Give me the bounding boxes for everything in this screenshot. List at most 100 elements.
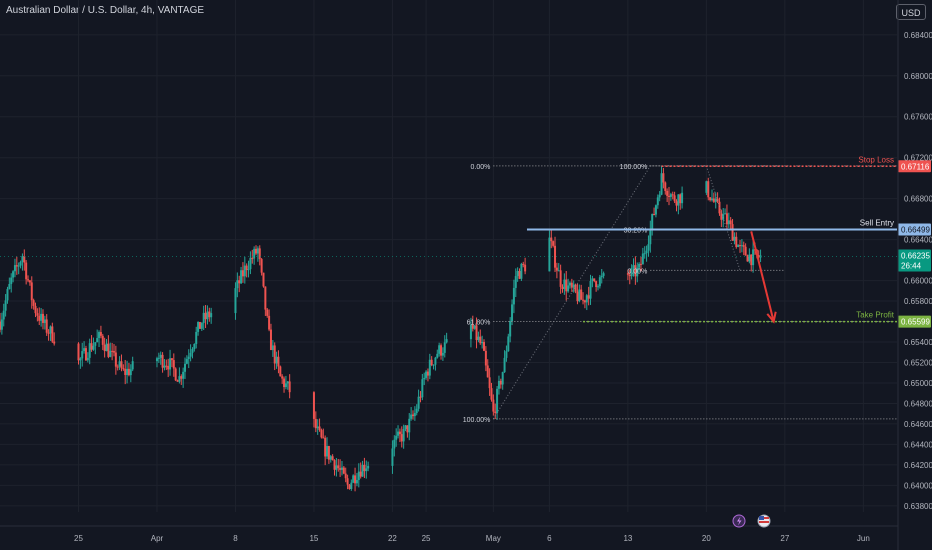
candle-body [107, 343, 110, 357]
candle-body [178, 376, 181, 382]
candle-body [161, 354, 164, 368]
candle-body [126, 368, 129, 375]
candle-body [40, 313, 43, 321]
candle-body [426, 371, 429, 376]
candle-body [488, 377, 491, 389]
fib-trend-line[interactable] [492, 165, 651, 420]
candle-body [189, 352, 192, 357]
candle-body [752, 249, 755, 266]
candle-body [118, 361, 121, 367]
candle-body [636, 267, 639, 277]
price-tag-value: 0.67116 [901, 162, 930, 171]
us-flag-event-icon[interactable] [757, 514, 771, 528]
chart-symbol-title: Australian Dollar / U.S. Dollar, 4h, VAN… [6, 5, 205, 16]
level-label-take-profit: Take Profit [856, 311, 895, 320]
candle-body [441, 352, 444, 356]
candle-body [647, 244, 650, 251]
currency-button[interactable]: USD [896, 4, 926, 20]
x-tick-label: 27 [780, 534, 789, 543]
candle-body [735, 236, 738, 247]
candle-body [249, 257, 252, 270]
candle-body [28, 280, 31, 283]
candle-body [4, 300, 7, 311]
candle-body [750, 254, 753, 266]
candle-body [329, 456, 332, 460]
candle-body [312, 392, 315, 419]
candle-body [436, 353, 439, 358]
candle-body [479, 336, 482, 344]
candle-body [639, 263, 642, 265]
candle-body [578, 289, 581, 302]
x-tick-label: 20 [702, 534, 711, 543]
candle-body [626, 273, 629, 275]
candle-body [279, 366, 282, 377]
candle-body [191, 349, 194, 353]
y-tick-label: 0.64400 [904, 440, 932, 449]
candle-body [681, 192, 684, 204]
x-tick-label: 13 [623, 534, 632, 543]
candle-body [155, 358, 158, 362]
candle-body [17, 265, 20, 267]
candle-body [656, 197, 659, 206]
candle-body [664, 182, 667, 191]
candle-body [421, 379, 424, 398]
candle-body [725, 213, 728, 225]
candle-body [122, 368, 125, 370]
candle-body [757, 255, 760, 258]
candle-body [499, 380, 502, 385]
candle-body [182, 371, 185, 379]
candle-body [45, 319, 48, 333]
fib-level-label: 100.00% [620, 164, 648, 171]
candle-body [206, 311, 209, 320]
candle-body [318, 426, 321, 431]
candle-body [30, 282, 33, 301]
candle-body [204, 312, 207, 320]
candle-body [729, 220, 732, 225]
candle-body [471, 324, 474, 329]
candle-body [669, 194, 672, 197]
candle-body [600, 275, 603, 278]
candle-body [520, 263, 523, 279]
candle-body [88, 343, 91, 358]
fib-trend-line[interactable] [705, 165, 741, 271]
candle-body [511, 304, 514, 322]
candle-body [43, 319, 46, 323]
candle-body [591, 278, 594, 282]
candle-body [103, 344, 106, 352]
candle-body [105, 343, 108, 352]
fib-level-label: 0.00% [470, 164, 490, 171]
candle-body [587, 295, 590, 299]
candle-body [731, 224, 734, 241]
candle-body [320, 430, 323, 438]
candle-body [638, 263, 641, 268]
projection-arrow[interactable] [750, 231, 775, 322]
candle-body [243, 265, 246, 277]
lightning-event-icon[interactable] [732, 514, 746, 528]
candle-body [200, 322, 203, 329]
candle-body [397, 431, 400, 436]
candle-body [198, 321, 201, 329]
candle-body [419, 396, 422, 398]
candle-body [563, 279, 566, 290]
candle-body [432, 364, 435, 366]
candle-body [391, 448, 394, 466]
x-tick-label: May [486, 534, 501, 543]
candle-body [707, 181, 710, 198]
candle-body [484, 350, 487, 366]
candle-body [241, 270, 244, 277]
candle-body [284, 383, 287, 388]
candle-body [666, 190, 669, 196]
candle-body [395, 435, 398, 440]
candle-body [326, 446, 329, 457]
candle-body [567, 285, 570, 292]
candle-body [159, 354, 162, 358]
candle-body [359, 471, 362, 477]
candle-body [559, 270, 562, 287]
candle-body [240, 270, 243, 284]
candle-body [727, 220, 730, 225]
candle-body [503, 357, 506, 373]
candle-body [116, 366, 119, 368]
candle-body [47, 332, 50, 334]
candle-body [53, 341, 56, 344]
